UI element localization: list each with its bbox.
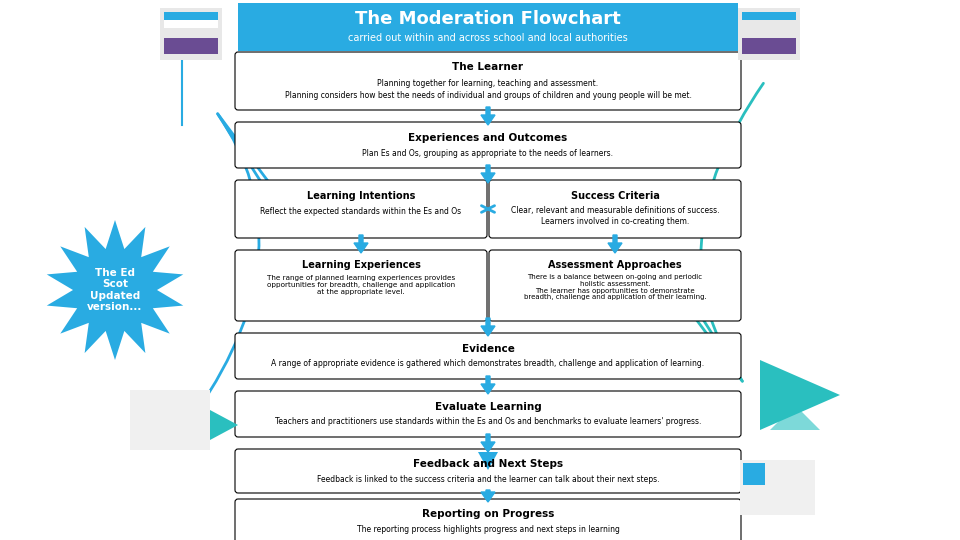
FancyBboxPatch shape (489, 180, 741, 238)
Text: carried out within and across school and local authorities: carried out within and across school and… (348, 33, 628, 43)
Polygon shape (760, 360, 840, 430)
Bar (164, 38, 218, 54)
Text: Planning considers how best the needs of individual and groups of children and y: Planning considers how best the needs of… (284, 91, 691, 99)
Text: The Learner: The Learner (452, 62, 523, 72)
Text: There is a balance between on-going and periodic
holistic assessment.
The learne: There is a balance between on-going and … (523, 273, 707, 300)
FancyBboxPatch shape (235, 499, 741, 540)
FancyArrow shape (481, 318, 495, 336)
FancyArrow shape (608, 235, 622, 253)
Text: Planning together for learning, teaching and assessment.: Planning together for learning, teaching… (377, 78, 599, 87)
Text: Evaluate Learning: Evaluate Learning (435, 402, 541, 412)
Text: Teachers and practitioners use standards within the Es and Os and benchmarks to : Teachers and practitioners use standards… (275, 417, 701, 427)
Text: Learning Intentions: Learning Intentions (307, 191, 415, 201)
Polygon shape (47, 220, 183, 360)
FancyArrow shape (481, 107, 495, 125)
Text: Reflect the expected standards within the Es and Os: Reflect the expected standards within th… (260, 207, 462, 217)
Text: Learning Experiences: Learning Experiences (301, 260, 420, 270)
Text: The range of planned learning experiences provides
opportunities for breadth, ch: The range of planned learning experience… (267, 275, 455, 295)
Text: The Moderation Flowchart: The Moderation Flowchart (355, 10, 621, 28)
FancyArrow shape (354, 235, 368, 253)
Bar (740, 460, 815, 515)
FancyBboxPatch shape (235, 391, 741, 437)
Text: Experiences and Outcomes: Experiences and Outcomes (408, 133, 567, 143)
FancyBboxPatch shape (235, 52, 741, 110)
Polygon shape (210, 410, 238, 440)
FancyBboxPatch shape (235, 122, 741, 168)
Bar (238, 3, 738, 51)
FancyBboxPatch shape (235, 449, 741, 493)
FancyBboxPatch shape (235, 180, 487, 238)
Bar (743, 463, 765, 485)
Polygon shape (770, 405, 820, 430)
Bar (164, 12, 218, 28)
FancyBboxPatch shape (489, 250, 741, 321)
Text: The Ed
Scot
Updated
version...: The Ed Scot Updated version... (87, 268, 143, 313)
Text: Reporting on Progress: Reporting on Progress (421, 509, 554, 519)
FancyArrow shape (481, 490, 495, 502)
Bar (738, 8, 800, 60)
Bar (164, 12, 218, 20)
FancyArrow shape (481, 376, 495, 394)
Text: Clear, relevant and measurable definitions of success.: Clear, relevant and measurable definitio… (511, 206, 719, 215)
FancyArrow shape (481, 434, 495, 452)
Bar (742, 38, 796, 54)
Polygon shape (478, 452, 498, 470)
Text: Plan Es and Os, grouping as appropriate to the needs of learners.: Plan Es and Os, grouping as appropriate … (363, 148, 613, 158)
Bar (742, 12, 796, 20)
Text: Success Criteria: Success Criteria (570, 191, 660, 201)
Text: Evidence: Evidence (462, 344, 515, 354)
Bar (160, 8, 222, 60)
Text: Assessment Approaches: Assessment Approaches (548, 260, 682, 270)
Text: The reporting process highlights progress and next steps in learning: The reporting process highlights progres… (356, 524, 619, 534)
Text: Learners involved in co-creating them.: Learners involved in co-creating them. (540, 218, 689, 226)
Text: Feedback is linked to the success criteria and the learner can talk about their : Feedback is linked to the success criter… (317, 475, 660, 483)
Bar (130, 390, 210, 450)
Text: Feedback and Next Steps: Feedback and Next Steps (413, 459, 564, 469)
Text: A range of appropriate evidence is gathered which demonstrates breadth, challeng: A range of appropriate evidence is gathe… (272, 360, 705, 368)
FancyBboxPatch shape (235, 250, 487, 321)
FancyArrow shape (481, 165, 495, 183)
FancyBboxPatch shape (235, 333, 741, 379)
